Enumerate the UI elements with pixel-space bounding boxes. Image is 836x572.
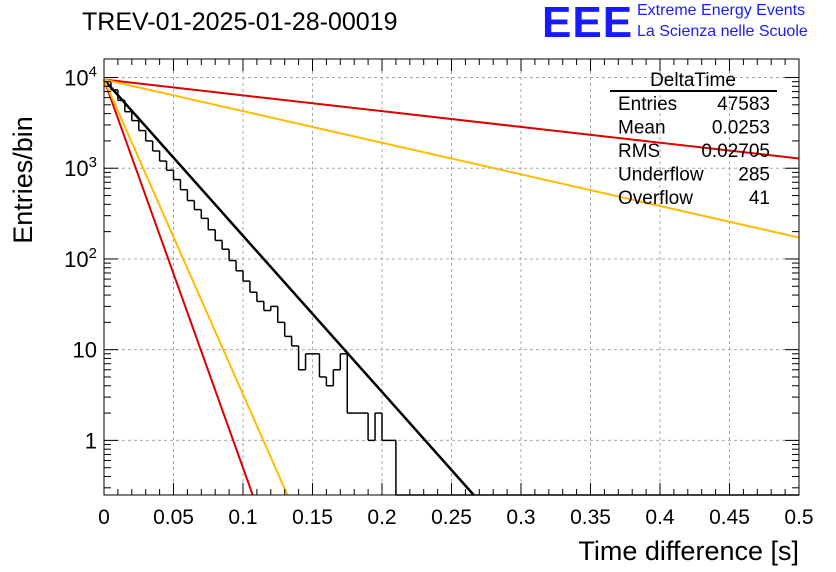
fit-curve <box>103 78 800 160</box>
y-tick-label: 1 <box>85 428 97 453</box>
x-tick-label: 0.2 <box>367 506 396 529</box>
stats-row-value: 41 <box>749 188 770 209</box>
fit-curve <box>103 79 289 496</box>
stats-row-value: 0.02705 <box>701 141 770 162</box>
x-tick-label: 0.15 <box>292 506 333 529</box>
y-axis-label: Entries/bin <box>8 116 38 244</box>
y-tick-label: 104 <box>64 64 97 91</box>
logo-subtitle-2: La Scienza nelle Scuole <box>637 23 808 40</box>
x-tick-label: 0.1 <box>228 506 257 529</box>
y-axis-ticks: 1 10 102 103 104 <box>64 64 799 489</box>
eee-logo: EEE <box>542 0 634 47</box>
x-axis-label: Time difference [s] <box>578 536 799 566</box>
logo-subtitle-1: Extreme Energy Events <box>637 2 806 19</box>
x-axis-ticks: 0 0.05 0.1 0.15 0.2 0.25 0.3 0.35 0.4 0.45 0.5 <box>98 59 814 529</box>
stats-row-value: 0.0253 <box>712 118 770 139</box>
stats-box: DeltaTime Entries 47583 Mean 0.0253 RMS 0.027… <box>610 70 777 209</box>
x-tick-label: 0.3 <box>506 506 535 529</box>
plot-title: TREV-01-2025-01-28-00019 <box>82 8 398 36</box>
stats-row-label: Mean <box>618 118 666 139</box>
x-tick-label: 0.05 <box>153 506 194 529</box>
x-tick-label: 0.5 <box>784 506 813 529</box>
fit-curve <box>103 78 800 239</box>
stats-name: DeltaTime <box>650 70 736 91</box>
fit-curves <box>103 78 800 496</box>
stats-row-value: 47583 <box>717 94 770 115</box>
y-tick-label: 10 <box>73 338 97 363</box>
fit-curve <box>103 79 254 496</box>
grid-lines <box>104 59 799 495</box>
y-tick-label: 102 <box>64 245 97 272</box>
fit-curve <box>103 78 475 496</box>
stats-row-label: Entries <box>618 94 677 115</box>
stats-row-label: Overflow <box>618 188 693 209</box>
x-tick-label: 0 <box>98 506 110 529</box>
x-tick-label: 0.45 <box>709 506 750 529</box>
y-tick-label: 103 <box>64 154 97 181</box>
x-tick-label: 0.35 <box>570 506 611 529</box>
x-tick-label: 0.4 <box>645 506 675 529</box>
stats-row-label: RMS <box>618 141 660 162</box>
stats-row-value: 285 <box>738 165 770 186</box>
x-tick-label: 0.25 <box>431 506 472 529</box>
stats-row-label: Underflow <box>618 165 704 186</box>
